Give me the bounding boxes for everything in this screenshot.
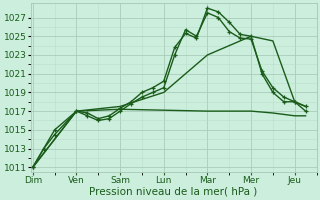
X-axis label: Pression niveau de la mer( hPa ): Pression niveau de la mer( hPa ): [90, 187, 258, 197]
